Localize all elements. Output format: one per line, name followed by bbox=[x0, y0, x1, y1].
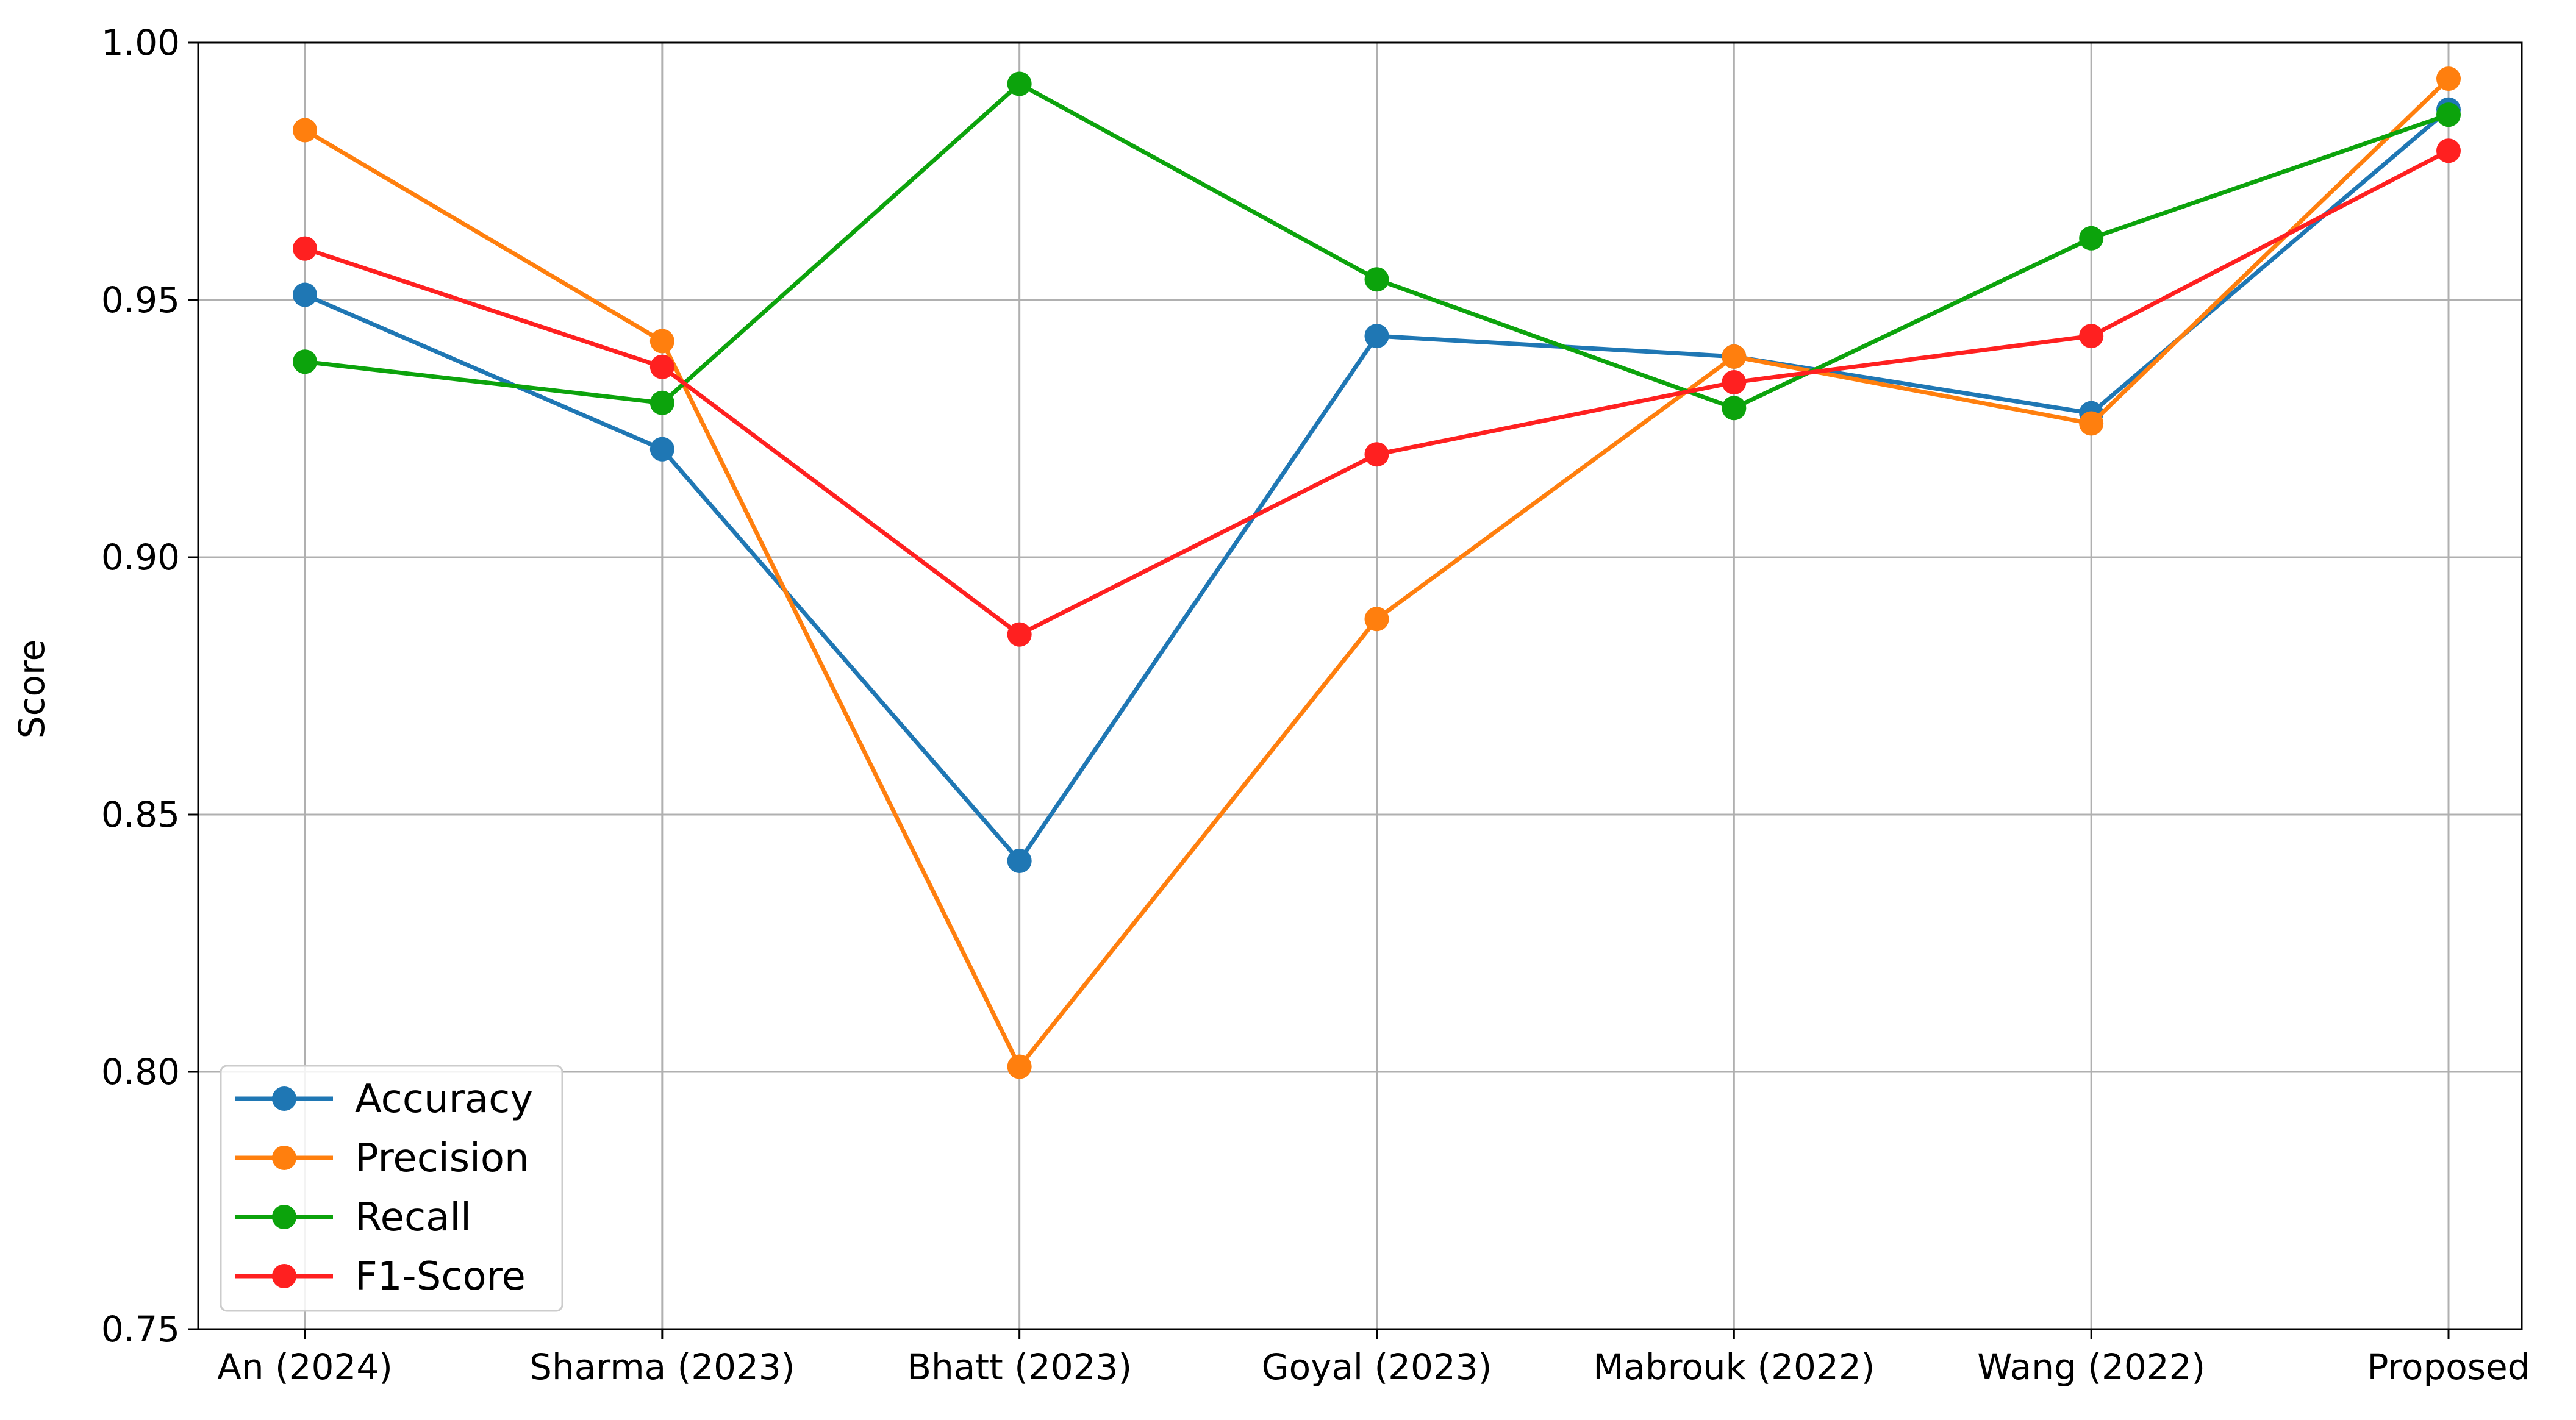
x-tick-label: An (2024) bbox=[217, 1346, 393, 1388]
series-f1-score bbox=[293, 138, 2461, 647]
data-point bbox=[1722, 396, 1747, 421]
data-point bbox=[2079, 411, 2104, 436]
y-tick-label: 1.00 bbox=[101, 22, 180, 63]
data-point bbox=[1364, 442, 1389, 467]
data-point bbox=[2436, 102, 2461, 127]
data-point bbox=[649, 390, 674, 415]
data-point bbox=[2436, 138, 2461, 163]
x-tick-label: Proposed bbox=[2367, 1346, 2530, 1388]
legend-marker bbox=[272, 1205, 296, 1229]
data-point bbox=[1007, 622, 1032, 647]
data-point bbox=[2436, 66, 2461, 91]
data-point bbox=[1007, 71, 1032, 96]
series-precision bbox=[293, 66, 2461, 1079]
data-point bbox=[649, 329, 674, 354]
legend-label: Precision bbox=[355, 1136, 529, 1181]
legend-item: Accuracy bbox=[235, 1077, 533, 1122]
legend-box bbox=[220, 1065, 564, 1312]
legend-label: F1-Score bbox=[355, 1254, 526, 1299]
legend-label: Recall bbox=[355, 1195, 471, 1240]
data-point bbox=[1007, 1054, 1032, 1079]
data-point bbox=[2079, 226, 2104, 251]
data-point bbox=[1364, 324, 1389, 349]
legend-item: F1-Score bbox=[235, 1254, 526, 1299]
data-point bbox=[293, 349, 317, 374]
x-tick-label: Sharma (2023) bbox=[529, 1346, 795, 1388]
legend-label: Accuracy bbox=[355, 1077, 533, 1122]
y-tick-label: 0.75 bbox=[101, 1308, 180, 1350]
series-lines bbox=[293, 66, 2461, 1079]
x-tick-label: Goyal (2023) bbox=[1262, 1346, 1492, 1388]
data-point bbox=[1722, 344, 1747, 369]
axis-ticks: An (2024) Sharma (2023) Bhatt (2023) Goyal … bbox=[101, 22, 2530, 1388]
legend: Accuracy Precision Recall F1-Score bbox=[220, 1065, 564, 1312]
y-tick-label: 0.90 bbox=[101, 537, 180, 578]
data-point bbox=[293, 282, 317, 307]
legend-marker bbox=[272, 1264, 296, 1288]
legend-marker bbox=[272, 1086, 296, 1111]
data-point bbox=[293, 236, 317, 261]
data-point bbox=[2079, 324, 2104, 349]
plot-frame bbox=[197, 41, 2523, 1330]
data-point bbox=[1364, 267, 1389, 292]
data-point bbox=[293, 118, 317, 143]
data-point bbox=[649, 354, 674, 379]
y-axis-label: Score bbox=[11, 640, 52, 738]
data-point bbox=[1722, 370, 1747, 395]
y-tick-label: 0.95 bbox=[101, 279, 180, 321]
x-tick-label: Wang (2022) bbox=[1977, 1346, 2205, 1388]
data-point bbox=[1007, 848, 1032, 873]
data-point bbox=[1364, 607, 1389, 632]
legend-item: Precision bbox=[235, 1136, 529, 1181]
y-tick-label: 0.85 bbox=[101, 794, 180, 835]
data-point bbox=[649, 437, 674, 462]
series-recall bbox=[293, 71, 2461, 421]
legend-item: Recall bbox=[235, 1195, 471, 1240]
x-tick-label: Bhatt (2023) bbox=[907, 1346, 1132, 1388]
x-tick-label: Mabrouk (2022) bbox=[1593, 1346, 1875, 1388]
y-tick-label: 0.80 bbox=[101, 1051, 180, 1093]
legend-marker bbox=[272, 1146, 296, 1170]
